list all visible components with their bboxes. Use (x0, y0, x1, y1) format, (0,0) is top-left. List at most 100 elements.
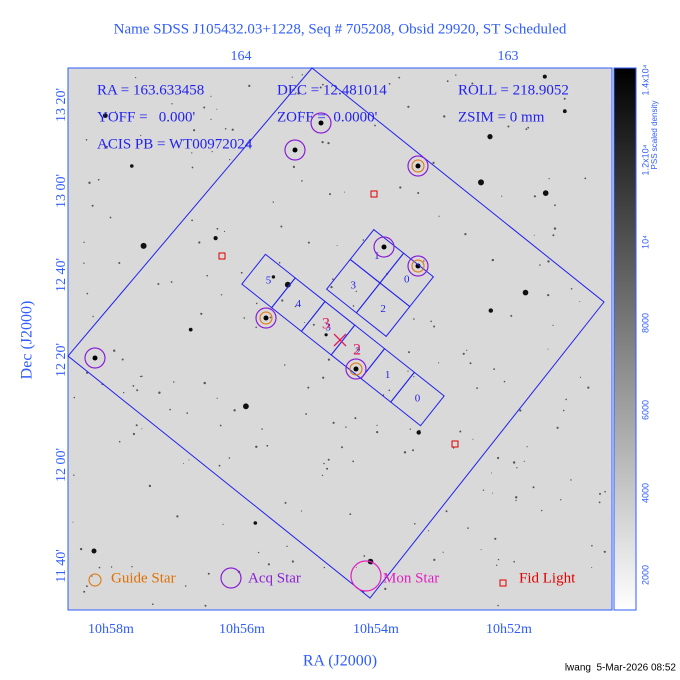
field-star (553, 227, 557, 230)
field-star (255, 302, 258, 305)
field-star (206, 274, 208, 277)
field-star (280, 225, 283, 228)
field-star (141, 428, 143, 430)
chip-label: 2 (355, 345, 361, 357)
field-star (341, 446, 343, 449)
chip-label: 3 (351, 280, 357, 292)
field-star (403, 451, 407, 454)
field-star (198, 241, 201, 244)
field-star (121, 358, 124, 361)
bottom-tick-label: 10h58m (88, 622, 134, 637)
field-star (507, 125, 510, 128)
field-star (216, 108, 218, 110)
field-star (91, 575, 93, 577)
field-star (141, 375, 143, 378)
field-star (72, 521, 74, 523)
field-star (443, 115, 446, 118)
field-star (349, 513, 352, 516)
field-star (547, 294, 550, 297)
field-star (591, 567, 593, 568)
field-star (188, 459, 190, 461)
field-star (547, 260, 550, 263)
field-star (442, 551, 444, 553)
bright-star (381, 244, 387, 250)
field-star (307, 386, 310, 389)
field-star (330, 286, 333, 289)
bright-star (415, 263, 421, 269)
fid-light (451, 440, 459, 448)
field-star (510, 314, 513, 317)
acq-star (345, 358, 367, 380)
chip-label: 1 (374, 250, 380, 262)
field-star (433, 558, 436, 562)
field-star (326, 467, 329, 470)
field-star (140, 242, 147, 249)
field-star (604, 490, 606, 493)
field-star (213, 236, 218, 241)
field-star (231, 128, 234, 131)
field-star (512, 461, 516, 464)
field-star (255, 326, 257, 329)
field-star (83, 241, 85, 243)
field-star (135, 424, 138, 427)
field-star (176, 515, 179, 518)
field-star (297, 92, 300, 95)
field-star (158, 391, 161, 394)
field-star (579, 301, 581, 303)
field-star (327, 142, 330, 145)
info-ra: RA = 163.633458 (97, 82, 204, 98)
acq-star (310, 112, 332, 134)
top-tick-label: 164 (231, 49, 252, 64)
field-star (497, 456, 500, 460)
left-tick-label: 12 40' (54, 258, 69, 292)
field-star (294, 305, 297, 308)
field-star (216, 397, 218, 399)
fid-light (370, 190, 378, 198)
field-star (327, 358, 330, 361)
chip-label: 2 (380, 303, 386, 315)
field-star (584, 177, 587, 180)
top-tick-label: 163 (498, 49, 519, 64)
field-star (139, 375, 141, 378)
field-star (113, 349, 116, 352)
field-star (492, 492, 494, 494)
bright-star (353, 366, 359, 372)
colorbar-label: 10⁴ (640, 235, 650, 249)
field-star (261, 428, 263, 430)
field-star (579, 376, 582, 378)
field-star (516, 467, 518, 469)
field-star (438, 215, 440, 217)
field-star (329, 193, 331, 196)
field-star (355, 290, 357, 293)
field-star (556, 426, 559, 429)
field-star (135, 77, 137, 79)
field-star (200, 312, 203, 315)
colorbar-label: 1.4x10⁴ (640, 64, 650, 95)
field-of-view (67, 67, 605, 599)
field-star (281, 299, 284, 302)
field-star (526, 446, 528, 448)
field-star (286, 545, 288, 547)
field-stars (72, 74, 606, 607)
field-star (533, 234, 535, 236)
field-star (222, 523, 224, 525)
field-star (532, 486, 535, 489)
field-star (542, 74, 547, 79)
colorbar-label: 2000 (640, 565, 650, 585)
left-axis-title: Dec (J2000) (19, 301, 36, 380)
field-star (105, 145, 108, 148)
field-star (469, 362, 472, 365)
field-star (547, 348, 549, 350)
field-star (501, 195, 503, 197)
field-star (284, 501, 287, 504)
left-tick-label: 12 20' (54, 343, 69, 377)
field-star (132, 385, 135, 387)
field-star (523, 460, 525, 462)
field-star (321, 474, 324, 477)
field-star (220, 294, 223, 296)
field-star (248, 84, 251, 87)
acq-star (255, 307, 277, 329)
field-star (398, 76, 401, 79)
field-star (438, 362, 440, 364)
field-star (455, 74, 457, 76)
